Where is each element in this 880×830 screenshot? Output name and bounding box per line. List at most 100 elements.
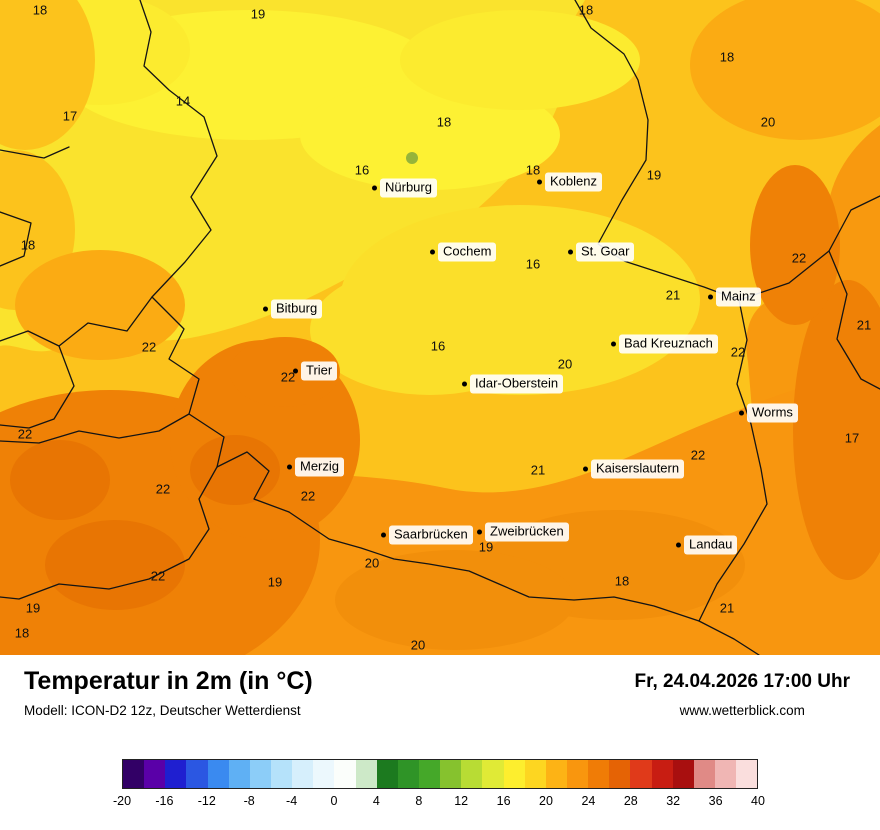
colorbar-segment — [165, 760, 187, 788]
temp-value: 21 — [530, 462, 546, 478]
colorbar-segment — [144, 760, 166, 788]
temp-value: 22 — [150, 568, 166, 584]
colorbar-tick-label: 24 — [581, 794, 596, 808]
temp-value: 19 — [250, 6, 266, 22]
colorbar-segment — [313, 760, 335, 788]
temp-value: 16 — [354, 162, 370, 178]
city-marker-trier: Trier — [293, 361, 338, 381]
temp-value: 22 — [155, 481, 171, 497]
city-dot — [676, 542, 681, 548]
city-dot — [739, 410, 744, 416]
soft-yellow-patch — [400, 10, 640, 110]
colorbar-tick-label: 36 — [708, 794, 723, 808]
city-dot — [583, 466, 588, 472]
city-marker-bitburg: Bitburg — [263, 299, 323, 319]
city-labels-layer: Nürburg Koblenz Cochem St. Goar Bitburg Mainz… — [263, 172, 798, 555]
temp-value: 21 — [665, 287, 681, 303]
temp-value: 21 — [719, 600, 735, 616]
city-marker-koblenz: Koblenz — [537, 172, 602, 192]
city-marker-nurburg: Nürburg — [372, 178, 437, 198]
map-area: 18 19 18 18 17 14 18 20 16 18 19 18 16 22 21 21 22 16 22 20… — [0, 0, 880, 655]
colorbar-segment — [270, 760, 293, 788]
city-dot — [477, 529, 482, 535]
city-label: Mainz — [716, 287, 761, 307]
temp-value: 18 — [436, 114, 452, 130]
city-marker-zweibrucken: Zweibrücken — [477, 522, 569, 542]
temp-value: 18 — [20, 237, 36, 253]
colorbar-tick-label: 40 — [751, 794, 765, 808]
city-label: St. Goar — [576, 242, 635, 262]
colorbar-tick-label: -20 — [112, 794, 132, 808]
temp-value: 17 — [62, 108, 78, 124]
city-label: Bad Kreuznach — [619, 334, 718, 354]
colorbar-segment — [609, 760, 631, 788]
amber-patch — [0, 0, 95, 150]
city-dot — [708, 294, 713, 300]
temp-value: 20 — [557, 356, 573, 372]
deep-orange-spot — [190, 435, 280, 505]
colorbar-segment — [524, 760, 546, 788]
amber-patch — [15, 250, 185, 360]
pale-yellow-tongue — [310, 265, 550, 395]
colorbar-legend: -20 -16 -12 -8 -4 0 4 8 12 16 20 24 28 32 36 40 — [0, 742, 880, 812]
map-title: Temperatur in 2m (in °C) — [24, 667, 313, 695]
temp-value: 22 — [690, 447, 706, 463]
colorbar-segment — [714, 760, 737, 788]
colorbar-tick-label: 28 — [623, 794, 638, 808]
city-dot — [462, 381, 467, 387]
amber-northeast-patch — [690, 0, 880, 140]
colorbar-tick-label: 20 — [539, 794, 553, 808]
city-marker-idar-oberstein: Idar-Oberstein — [462, 374, 564, 394]
colorbar-segment — [588, 760, 610, 788]
temperature-values-layer: 18 19 18 18 17 14 18 20 16 18 19 18 16 22 21 21 22 16 22 20… — [15, 3, 872, 653]
colorbar-tick-label: -12 — [197, 794, 216, 808]
city-dot — [263, 306, 268, 312]
colorbar-segment — [418, 760, 441, 788]
green-spot — [406, 152, 418, 164]
colorbar-segment — [482, 760, 504, 788]
city-label: Cochem — [438, 242, 497, 262]
city-dot — [611, 341, 616, 347]
city-dot — [430, 249, 435, 255]
city-label: Zweibrücken — [485, 522, 569, 542]
city-marker-kaiserslautern: Kaiserslautern — [583, 459, 685, 479]
temp-value: 22 — [280, 369, 296, 385]
temp-value: 21 — [856, 317, 872, 333]
colorbar-tick-label: 16 — [496, 794, 511, 808]
colorbar-segment — [355, 760, 377, 788]
temp-value: 19 — [646, 167, 662, 183]
border-lines — [0, 0, 880, 655]
website-url: www.wetterblick.com — [679, 703, 805, 718]
colorbar-segment — [123, 760, 145, 788]
city-dot — [293, 368, 298, 374]
colorbar-segment — [545, 760, 567, 788]
city-marker-bad-kreuznach: Bad Kreuznach — [611, 334, 718, 354]
city-dot — [381, 532, 386, 538]
dark-orange-patch — [230, 337, 340, 407]
city-label: Landau — [684, 535, 738, 555]
colorbar — [122, 759, 758, 789]
temp-value: 14 — [175, 93, 191, 109]
city-dot — [568, 249, 573, 255]
temp-value: 16 — [525, 256, 541, 272]
city-label: Kaiserslautern — [591, 459, 685, 479]
city-label: Worms — [747, 403, 798, 423]
colorbar-segment — [440, 760, 462, 788]
colorbar-segment — [566, 760, 589, 788]
colorbar-segment — [693, 760, 715, 788]
footer-right: Fr, 24.04.2026 17:00 Uhr www.wetterblick… — [635, 667, 850, 718]
dark-orange-patch — [750, 165, 840, 325]
city-marker-worms: Worms — [739, 403, 798, 423]
colorbar-segment — [334, 760, 356, 788]
colorbar-tick-label: -4 — [286, 794, 298, 808]
city-label: Merzig — [295, 457, 345, 477]
colorbar-tick-label: -8 — [243, 794, 255, 808]
dark-orange-patch — [793, 280, 880, 580]
city-label: Bitburg — [271, 299, 323, 319]
colorbar-tick-label: 8 — [415, 794, 423, 808]
colorbar-segment — [397, 760, 419, 788]
colorbar-tick-label: 0 — [330, 794, 338, 808]
city-label: Koblenz — [545, 172, 602, 192]
colorbar-segment — [630, 760, 652, 788]
